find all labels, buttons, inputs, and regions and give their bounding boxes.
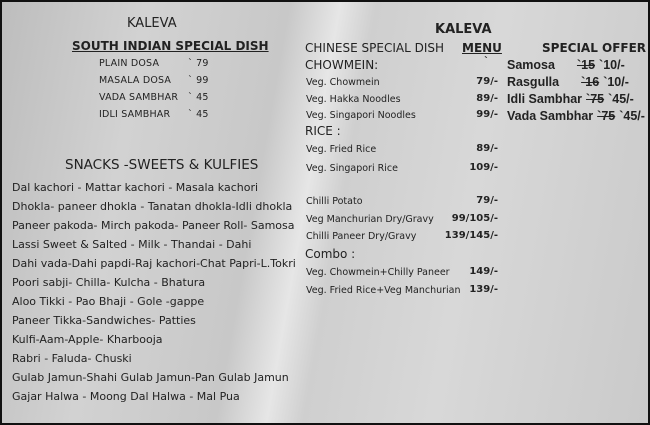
offer-name: Samosa: [507, 58, 555, 72]
south-item-price: ` 99: [188, 75, 209, 86]
snack-line: Kulfi-Aam-Apple- Kharbooja: [12, 333, 163, 346]
offer-new-price: `45/-: [608, 92, 634, 106]
snack-line: Dhokla- paneer dhokla - Tanatan dhokla-I…: [12, 200, 293, 213]
chowmein-heading: CHOWMEIN:: [305, 58, 379, 72]
menu-heading: MENU: [462, 41, 502, 55]
south-item-price: ` 45: [188, 92, 209, 103]
offer-old-price: `75: [586, 92, 605, 106]
offer-name: Rasgulla: [507, 75, 560, 89]
offer-item: Rasgulla `16 `10/-: [507, 75, 629, 89]
south-item-price: ` 79: [188, 58, 209, 69]
snack-line: Dahi vada-Dahi papdi-Raj kachori-Chat Pa…: [12, 257, 296, 270]
south-item-name: MASALA DOSA: [99, 75, 172, 86]
other-item-name: Veg Manchurian Dry/Gravy: [306, 213, 434, 225]
snack-line: Gajar Halwa - Moong Dal Halwa - Mal Pua: [12, 390, 240, 403]
left-title: KALEVA: [127, 16, 177, 31]
other-item-price: 79/-: [476, 195, 498, 206]
other-item-name: Chilli Paneer Dry/Gravy: [306, 231, 417, 242]
snack-line: Aloo Tikki - Pao Bhaji - Gole -gappe: [12, 295, 205, 308]
snack-line: Lassi Sweet & Salted - Milk - Thandai - …: [12, 238, 252, 251]
other-item-name: Chilli Potato: [306, 196, 363, 207]
south-item-name: IDLI SAMBHAR: [99, 109, 171, 120]
chowmein-item-price: 79/-: [476, 76, 498, 87]
snack-line: Paneer Tikka-Sandwiches- Patties: [12, 314, 196, 327]
chowmein-item-name: Veg. Chowmein: [306, 77, 380, 88]
rice-item-price: 109/-: [469, 162, 498, 173]
offer-new-price: `45/-: [619, 109, 645, 123]
offer-new-price: `10/-: [599, 58, 625, 72]
snack-line: Rabri - Faluda- Chuski: [12, 352, 132, 365]
combo-item-price: 149/-: [469, 266, 498, 277]
offer-old-price: `16: [581, 75, 600, 89]
rice-item-name: Veg. Fried Rice: [306, 144, 377, 155]
chowmein-item-name: Veg. Hakka Noodles: [306, 93, 401, 105]
combo-item-name: Veg. Chowmein+Chilly Paneer: [306, 267, 450, 278]
offer-item: Samosa `15 `10/-: [507, 58, 625, 72]
other-item-price: 99/105/-: [451, 212, 498, 224]
offer-item: Vada Sambhar `75 `45/-: [507, 109, 645, 123]
rice-heading: RICE :: [305, 124, 341, 138]
snack-line: Gulab Jamun-Shahi Gulab Jamun-Pan Gulab …: [12, 371, 289, 384]
south-item-name: VADA SAMBHAR: [99, 92, 179, 103]
south-item-name: PLAIN DOSA: [99, 58, 160, 69]
offer-name: Vada Sambhar: [507, 109, 594, 123]
chinese-heading: CHINESE SPECIAL DISH: [305, 41, 444, 55]
offer-old-price: `75: [597, 109, 616, 123]
combo-item-name: Veg. Fried Rice+Veg Manchurian: [306, 284, 461, 296]
special-offer-heading: SPECIAL OFFER: [542, 41, 647, 55]
offer-name: Idli Sambhar: [507, 92, 583, 106]
chowmein-item-price: 89/-: [476, 92, 498, 104]
snack-line: Poori sabji- Chilla- Kulcha - Bhatura: [12, 276, 206, 289]
offer-new-price: `10/-: [603, 75, 629, 89]
currency-mark: `: [484, 56, 489, 67]
rice-item-name: Veg. Singapori Rice: [306, 163, 398, 174]
right-title: KALEVA: [435, 22, 492, 37]
rice-item-price: 89/-: [476, 143, 498, 154]
snack-line: Dal kachori - Mattar kachori - Masala ka…: [12, 181, 259, 194]
chowmein-item-name: Veg. Singapori Noodles: [306, 110, 416, 121]
offer-old-price: `15: [576, 58, 596, 72]
snack-line: Paneer pakoda- Mirch pakoda- Paneer Roll…: [12, 219, 295, 232]
south-indian-heading: SOUTH INDIAN SPECIAL DISH: [72, 39, 269, 53]
offer-item: Idli Sambhar `75 `45/-: [507, 92, 634, 106]
combo-item-price: 139/-: [469, 283, 498, 295]
other-item-price: 139/145/-: [444, 230, 498, 241]
chowmein-item-price: 99/-: [476, 109, 498, 120]
snacks-heading: SNACKS -SWEETS & KULFIES: [65, 157, 259, 173]
combo-heading: Combo :: [305, 247, 356, 261]
south-item-price: ` 45: [188, 109, 209, 120]
